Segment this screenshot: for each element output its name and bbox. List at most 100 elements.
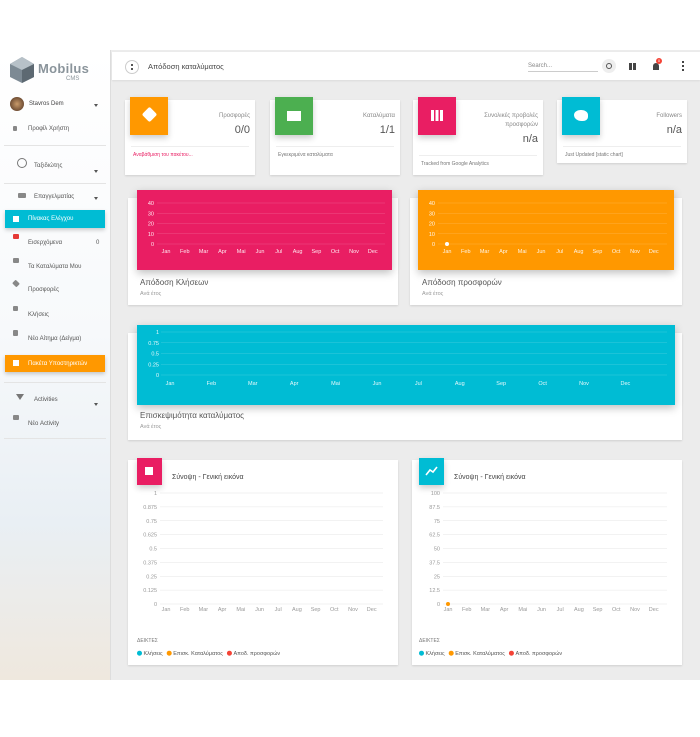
menu-button[interactable]	[125, 60, 139, 74]
chart-subtitle: Ανά έτος	[140, 424, 162, 430]
nav-item-highlight[interactable]: Πακέτα Υποστηρικτών	[5, 355, 105, 372]
x-tick-label: Jan	[166, 381, 175, 387]
data-point	[445, 242, 449, 246]
user-name[interactable]: Stavros Dem	[29, 101, 64, 107]
x-tick-label: Sep	[496, 381, 506, 387]
stat-footer[interactable]: Αναβάθμιση του πακέτου...	[133, 152, 193, 158]
stat-card: Followers n/a Just Updated [static chart…	[557, 97, 687, 163]
chart-panel: 0 10 20 30 40 Jan Feb Mar Apr Mai Jun Jul Aug Sep Oct N…	[418, 190, 674, 270]
x-tick-label: Dec	[649, 249, 659, 255]
nav-item[interactable]: Τα Καταλύματα Μου	[0, 258, 110, 276]
x-tick-label: Nov	[630, 249, 640, 255]
stat-value: 1/1	[379, 124, 395, 136]
x-tick-label: Mar	[199, 249, 209, 255]
stat-card: Συνολικές προβολές προσφορών n/a Tracked…	[413, 97, 543, 175]
nav-label: Προφίλ Χρήστη	[28, 126, 70, 132]
y-tick-label: 20	[429, 222, 435, 228]
x-tick-label: Dec	[649, 607, 659, 613]
nav-label: Πίνακας Ελέγχου	[28, 216, 74, 222]
nav-item[interactable]: Κλήσεις	[0, 306, 110, 324]
x-tick-label: Apr	[218, 249, 227, 255]
legend-label: Αποδ. προσφορών	[233, 650, 280, 657]
nav-label: Κλήσεις	[28, 312, 49, 318]
chart: 0 10 20 30 40 Jan Feb Mar Apr Mai Jun Jul Aug Sep Oct N…	[148, 201, 385, 255]
nav-label: Τα Καταλύματα Μου	[28, 264, 82, 270]
nav-item[interactable]: Νέο Αίτημα (Δείγμα)	[0, 330, 110, 348]
chart: 0 0.25 0.5 0.75 1 Jan Feb Mar Apr Mai Jun Jul Aug Sep…	[148, 330, 667, 387]
x-tick-label: Oct	[612, 607, 621, 613]
legend-swatch	[508, 650, 514, 656]
x-tick-label: Sep	[593, 607, 603, 613]
x-tick-label: Feb	[207, 381, 216, 387]
nav-item[interactable]: Επαγγελματίας	[0, 188, 110, 206]
x-tick-label: Nov	[630, 607, 640, 613]
x-tick-label: Feb	[180, 249, 189, 255]
y-tick-label: 100	[431, 491, 440, 497]
y-tick-label: 0	[432, 242, 435, 248]
x-tick-label: Apr	[499, 249, 508, 255]
x-tick-label: Jun	[256, 249, 265, 255]
x-tick-label: Aug	[455, 381, 465, 387]
x-tick-label: Jul	[275, 249, 282, 255]
y-tick-label: 0.5	[149, 547, 157, 553]
legend-label: Επισκ. Καταλύματος	[173, 650, 223, 657]
y-tick-label: 1	[156, 330, 159, 336]
x-tick-label: Mar	[480, 249, 490, 255]
x-tick-label: Dec	[621, 381, 631, 387]
stat-footer: Εγκεκριμένα καταλύματα	[278, 152, 333, 158]
nav-label: Activities	[34, 397, 58, 403]
apps-icon[interactable]	[629, 63, 636, 70]
x-tick-label: Jan	[444, 607, 453, 613]
x-tick-label: Jul	[557, 607, 564, 613]
x-tick-label: Nov	[579, 381, 589, 387]
x-tick-label: Jun	[255, 607, 264, 613]
x-tick-label: Mar	[199, 607, 209, 613]
chart-subtitle: Ανά έτος	[422, 291, 444, 297]
x-tick-label: Dec	[368, 249, 378, 255]
notifications-icon[interactable]	[653, 63, 659, 70]
stat-footer: Just Updated [static chart]	[565, 152, 623, 158]
search-input[interactable]: Search...	[528, 63, 598, 72]
stat-value: n/a	[666, 124, 682, 136]
nav-label: Εισερχόμενα	[28, 240, 63, 246]
nav-item[interactable]: Προσφορές	[0, 279, 110, 299]
stat-label: Followers	[656, 113, 682, 119]
nav-item[interactable]: Προφίλ Χρήστη	[0, 120, 110, 138]
y-tick-label: 0	[437, 602, 440, 608]
legend-title: ΔΕΙΚΤΕΣ	[419, 638, 440, 644]
y-tick-label: 40	[429, 201, 435, 207]
x-tick-label: Aug	[574, 607, 584, 613]
y-tick-label: 75	[434, 519, 440, 525]
stat-footer: Tracked from Google Analytics	[421, 161, 489, 167]
search-button[interactable]	[602, 59, 616, 73]
sidebar: Mobilus CMS Stavros Dem Προφίλ Χρήστη Τα…	[0, 50, 111, 680]
x-tick-label: Jan	[443, 249, 452, 255]
nav-item[interactable]: Νέο Activity	[0, 415, 110, 433]
y-tick-label: 10	[148, 232, 154, 238]
stat-label: Προσφορές	[219, 113, 250, 119]
legend-label: Αποδ. προσφορών	[515, 650, 562, 657]
x-tick-label: Apr	[290, 381, 299, 387]
y-tick-label: 0.25	[146, 574, 157, 580]
nav-label: Νέο Αίτημα (Δείγμα)	[28, 336, 82, 342]
legend-swatch	[137, 650, 142, 656]
nav-item[interactable]: Activities	[0, 391, 110, 409]
stat-card: Προσφορές 0/0 Αναβάθμιση του πακέτου...	[125, 97, 255, 175]
more-icon[interactable]	[682, 61, 686, 71]
nav-item-active[interactable]: Πίνακας Ελέγχου	[5, 210, 105, 228]
nav-item[interactable]: Εισερχόμενα 0	[0, 234, 110, 252]
x-tick-label: Jul	[415, 381, 422, 387]
x-tick-label: Aug	[292, 607, 302, 613]
y-tick-label: 0.5	[151, 352, 159, 358]
nav-label: Ταξιδιώτης	[34, 163, 63, 169]
x-tick-label: Jul	[556, 249, 563, 255]
nav-item[interactable]: Ταξιδιώτης	[0, 155, 110, 173]
y-tick-label: 0	[151, 242, 154, 248]
chart-panel: 0 0.25 0.5 0.75 1 Jan Feb Mar Apr Mai Jun Jul Aug Sep…	[137, 325, 675, 405]
logo-icon	[10, 57, 34, 83]
stat-value: n/a	[522, 133, 538, 145]
x-tick-label: Mai	[331, 381, 340, 387]
chart: 0 0.125 0.25 0.375 0.5 0.625 0.75 0.875 1 Jan Feb M…	[137, 491, 383, 657]
y-tick-label: 12.5	[429, 588, 440, 594]
